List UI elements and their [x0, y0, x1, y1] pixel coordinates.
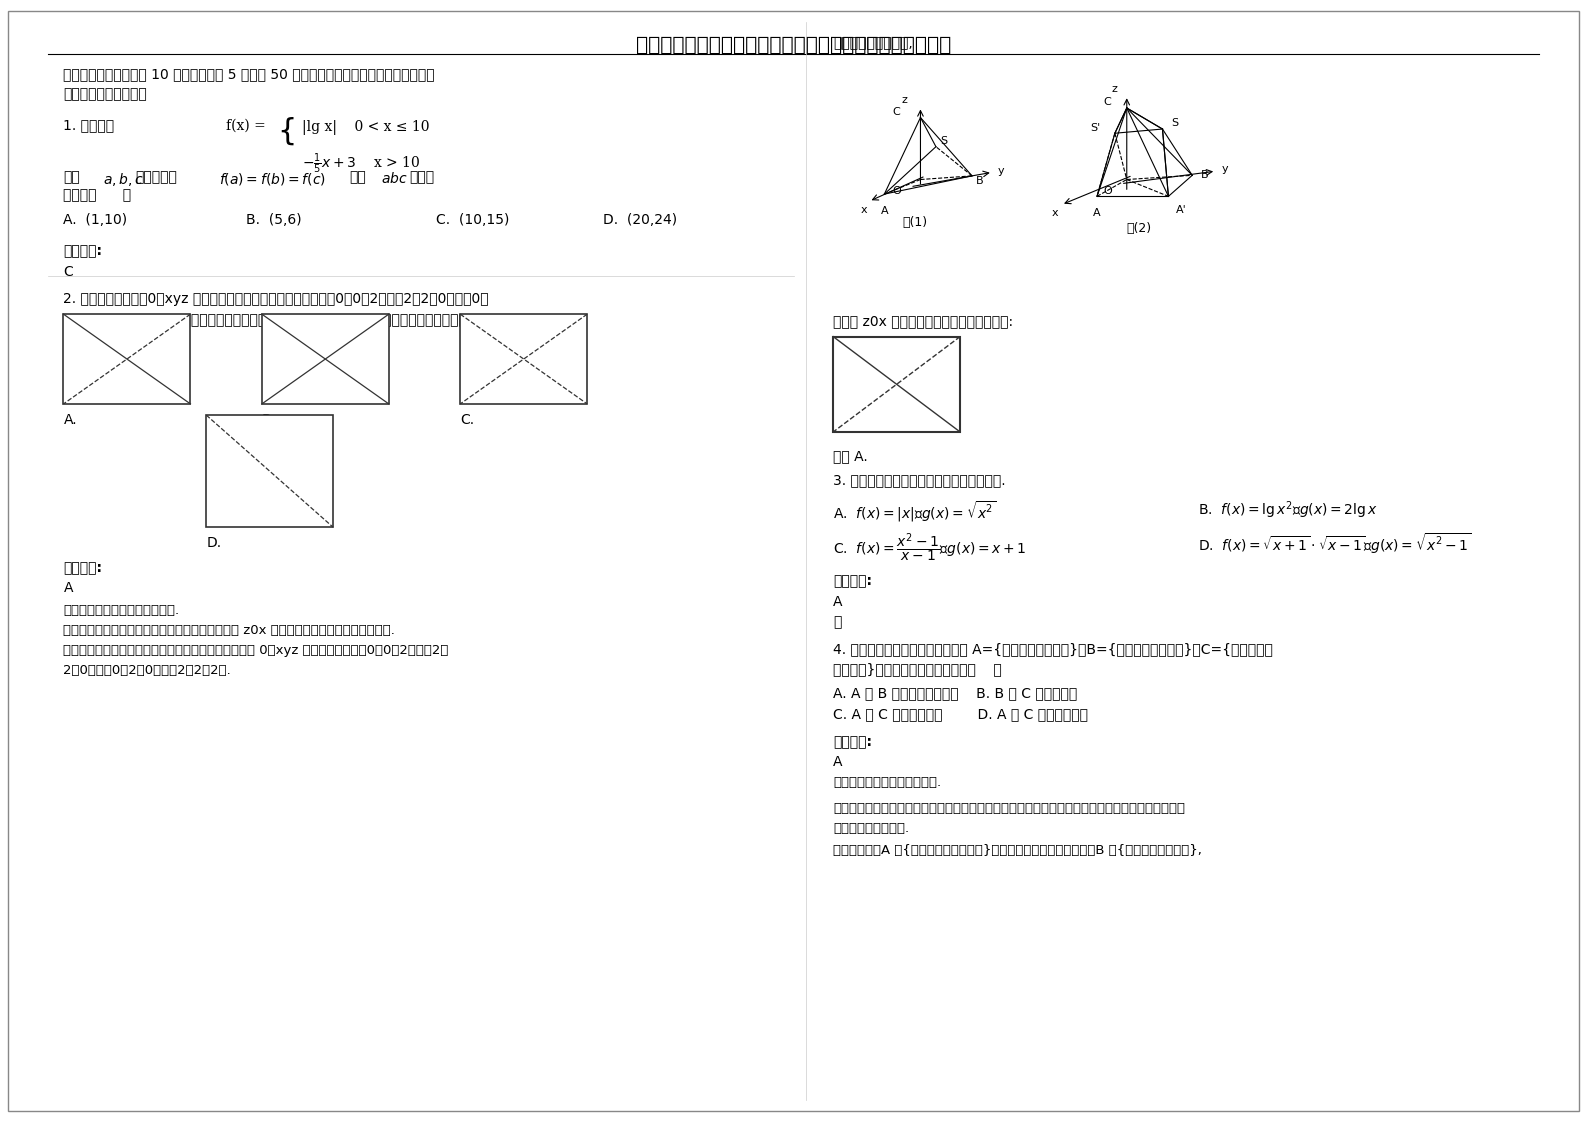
Text: 图(2): 图(2): [1127, 222, 1151, 234]
Bar: [262, 314, 389, 404]
Text: 参考答案:: 参考答案:: [833, 574, 873, 588]
Text: 1. 已知函数: 1. 已知函数: [63, 118, 114, 131]
Text: 的取值: 的取值: [409, 171, 435, 184]
Text: 所以以 z0x 平面为投影面，则得到正视图为:: 所以以 z0x 平面为投影面，则得到正视图为:: [833, 314, 1014, 328]
Text: A.  (1,10): A. (1,10): [63, 213, 127, 227]
Bar: [460, 314, 587, 404]
Text: ，则: ，则: [349, 171, 367, 184]
Text: 2. 在空间直角坐标系0－xyz 中，一个四面体的顶点坐标为分别为（0，0，2），（2，2，0），（0，: 2. 在空间直角坐标系0－xyz 中，一个四面体的顶点坐标为分别为（0，0，2）…: [63, 292, 489, 305]
Text: B: B: [1201, 171, 1209, 181]
Text: 江苏省苏州市第三十中学高一数学文上学期期末试题含解析: 江苏省苏州市第三十中学高一数学文上学期期末试题含解析: [636, 36, 951, 55]
Text: 4. 从一批产品中取出三件产品，设 A={三件产品全是正品}，B={三件产品全是次品}，C={三件产品不: 4. 从一批产品中取出三件产品，设 A={三件产品全是正品}，B={三件产品全是…: [833, 642, 1273, 655]
Text: 是一个符合题目要求的: 是一个符合题目要求的: [63, 88, 148, 101]
Text: S: S: [941, 136, 947, 146]
Text: C.: C.: [460, 413, 475, 426]
Text: $a,b,c$: $a,b,c$: [103, 171, 144, 187]
Text: z: z: [901, 95, 908, 105]
Text: f(x) =: f(x) =: [225, 119, 270, 132]
Text: 【分析】本题中给了三个事件，四个选项都是研究互斥关系的，可先对每个事件进行分析，再考查四: 【分析】本题中给了三个事件，四个选项都是研究互斥关系的，可先对每个事件进行分析，…: [833, 802, 1185, 816]
Text: D.: D.: [206, 536, 222, 550]
Text: 2，0），（2，2，2）. 画该四面体三视图中的正视图时，以 x0z 平面为投影面，则得到正视图可以: 2，0），（2，2，2）. 画该四面体三视图中的正视图时，以 x0z 平面为投影…: [63, 312, 467, 325]
Text: 全是次品}，则下列结论不正确的是（    ）: 全是次品}，则下列结论不正确的是（ ）: [833, 662, 1001, 675]
Text: 范围为（      ）: 范围为（ ）: [63, 188, 132, 202]
Text: C. A 与 C 存在包含关系        D. A 与 C 不是互斥事件: C. A 与 C 存在包含关系 D. A 与 C 不是互斥事件: [833, 707, 1089, 720]
Bar: [833, 337, 960, 432]
Bar: [63, 314, 190, 404]
Text: B.  $f(x)=\lg x^2$，$g(x)=2\lg x$: B. $f(x)=\lg x^2$，$g(x)=2\lg x$: [1198, 499, 1378, 521]
Text: C.  (10,15): C. (10,15): [436, 213, 509, 227]
Text: 故选 A.: 故选 A.: [833, 449, 868, 462]
Text: C: C: [1105, 98, 1111, 108]
Text: 【考点】互斥事件与对立事件.: 【考点】互斥事件与对立事件.: [833, 776, 941, 790]
Text: A': A': [1176, 205, 1187, 214]
Text: y: y: [998, 166, 1005, 176]
Text: O: O: [1103, 186, 1112, 195]
Text: A. A 与 B 互斥且为对立事件    B. B 与 C 为对立事件: A. A 与 B 互斥且为对立事件 B. B 与 C 为对立事件: [833, 687, 1078, 700]
Text: |lg x|    0 < x ≤ 10: |lg x| 0 < x ≤ 10: [302, 120, 428, 135]
Bar: [206, 415, 333, 527]
Text: 图(1): 图(1): [903, 215, 928, 229]
Text: 均不相等且: 均不相等且: [135, 171, 176, 184]
Text: 个选项得出正确答案.: 个选项得出正确答案.: [833, 822, 909, 836]
Text: 参考答案:: 参考答案:: [833, 735, 873, 748]
Text: $f(a)=f(b)=f(c)$: $f(a)=f(b)=f(c)$: [219, 171, 325, 186]
Text: $-\frac{1}{5}x+3$    x > 10: $-\frac{1}{5}x+3$ x > 10: [302, 151, 419, 176]
Text: ，若: ，若: [63, 171, 81, 184]
Text: A: A: [833, 755, 843, 769]
Text: 【分析】由题意画出几何体的直观图，然后判断以 z0x 平面为投影面，则得到正视图即可.: 【分析】由题意画出几何体的直观图，然后判断以 z0x 平面为投影面，则得到正视图…: [63, 624, 395, 637]
Text: D.  $f(x)=\sqrt{x+1}\cdot\sqrt{x-1}$，$g(x)=\sqrt{x^2-1}$: D. $f(x)=\sqrt{x+1}\cdot\sqrt{x-1}$，$g(x…: [1198, 531, 1471, 555]
Text: 【解答】解：因为一个四面体的顶点在空间直角坐标系 0－xyz 中的坐标分别是（0，0，2），（2，: 【解答】解：因为一个四面体的顶点在空间直角坐标系 0－xyz 中的坐标分别是（0…: [63, 644, 449, 657]
Text: C.  $f(x)=\dfrac{x^2-1}{x-1}$，$g(x)=x+1$: C. $f(x)=\dfrac{x^2-1}{x-1}$，$g(x)=x+1$: [833, 531, 1027, 563]
Text: A: A: [881, 206, 889, 215]
Text: 3. 下列四组函数中，表示同一函数的是（）.: 3. 下列四组函数中，表示同一函数的是（）.: [833, 473, 1006, 487]
Text: 【解答】解：A 为{三件产品全不是次品}，指的是三件产品都是正品，B 为{三件产品全是次品},: 【解答】解：A 为{三件产品全不是次品}，指的是三件产品都是正品，B 为{三件产…: [833, 844, 1201, 857]
Text: A: A: [833, 595, 843, 608]
Text: A.: A.: [63, 413, 78, 426]
Text: x: x: [860, 205, 867, 215]
Text: A.  $f(x)=|x|$，$g(x)=\sqrt{x^2}$: A. $f(x)=|x|$，$g(x)=\sqrt{x^2}$: [833, 499, 997, 524]
Text: y: y: [1222, 165, 1228, 174]
Text: C: C: [63, 265, 73, 278]
Text: z: z: [1111, 84, 1117, 94]
Text: A: A: [1093, 209, 1101, 218]
Text: B: B: [976, 176, 984, 186]
Text: D.  (20,24): D. (20,24): [603, 213, 678, 227]
Text: 略: 略: [833, 615, 841, 628]
Text: S: S: [1171, 119, 1179, 128]
Text: B.: B.: [262, 413, 276, 426]
Text: x: x: [1052, 209, 1059, 218]
Text: 一、选择题：本大题共 10 小题，每小题 5 分，共 50 分。在每小题给出的四个选项中，只有: 一、选择题：本大题共 10 小题，每小题 5 分，共 50 分。在每小题给出的四…: [63, 67, 435, 81]
Text: A: A: [63, 581, 73, 595]
Text: 【考点】由三视图求面积、体积.: 【考点】由三视图求面积、体积.: [63, 604, 179, 617]
Text: 几何体的直观图如图,: 几何体的直观图如图,: [833, 36, 913, 49]
Text: $abc$: $abc$: [381, 171, 408, 185]
Text: C: C: [893, 107, 900, 117]
Text: 2，0），（0，2，0），（2，2，2）.: 2，0），（0，2，0），（2，2，2）.: [63, 664, 232, 678]
Text: S': S': [1090, 122, 1101, 132]
Text: B.  (5,6): B. (5,6): [246, 213, 302, 227]
Text: {: {: [278, 117, 297, 146]
Text: O: O: [892, 186, 901, 195]
Text: 为（    ）: 为（ ）: [63, 332, 106, 346]
Text: 参考答案:: 参考答案:: [63, 561, 103, 574]
Text: 参考答案:: 参考答案:: [63, 245, 103, 258]
